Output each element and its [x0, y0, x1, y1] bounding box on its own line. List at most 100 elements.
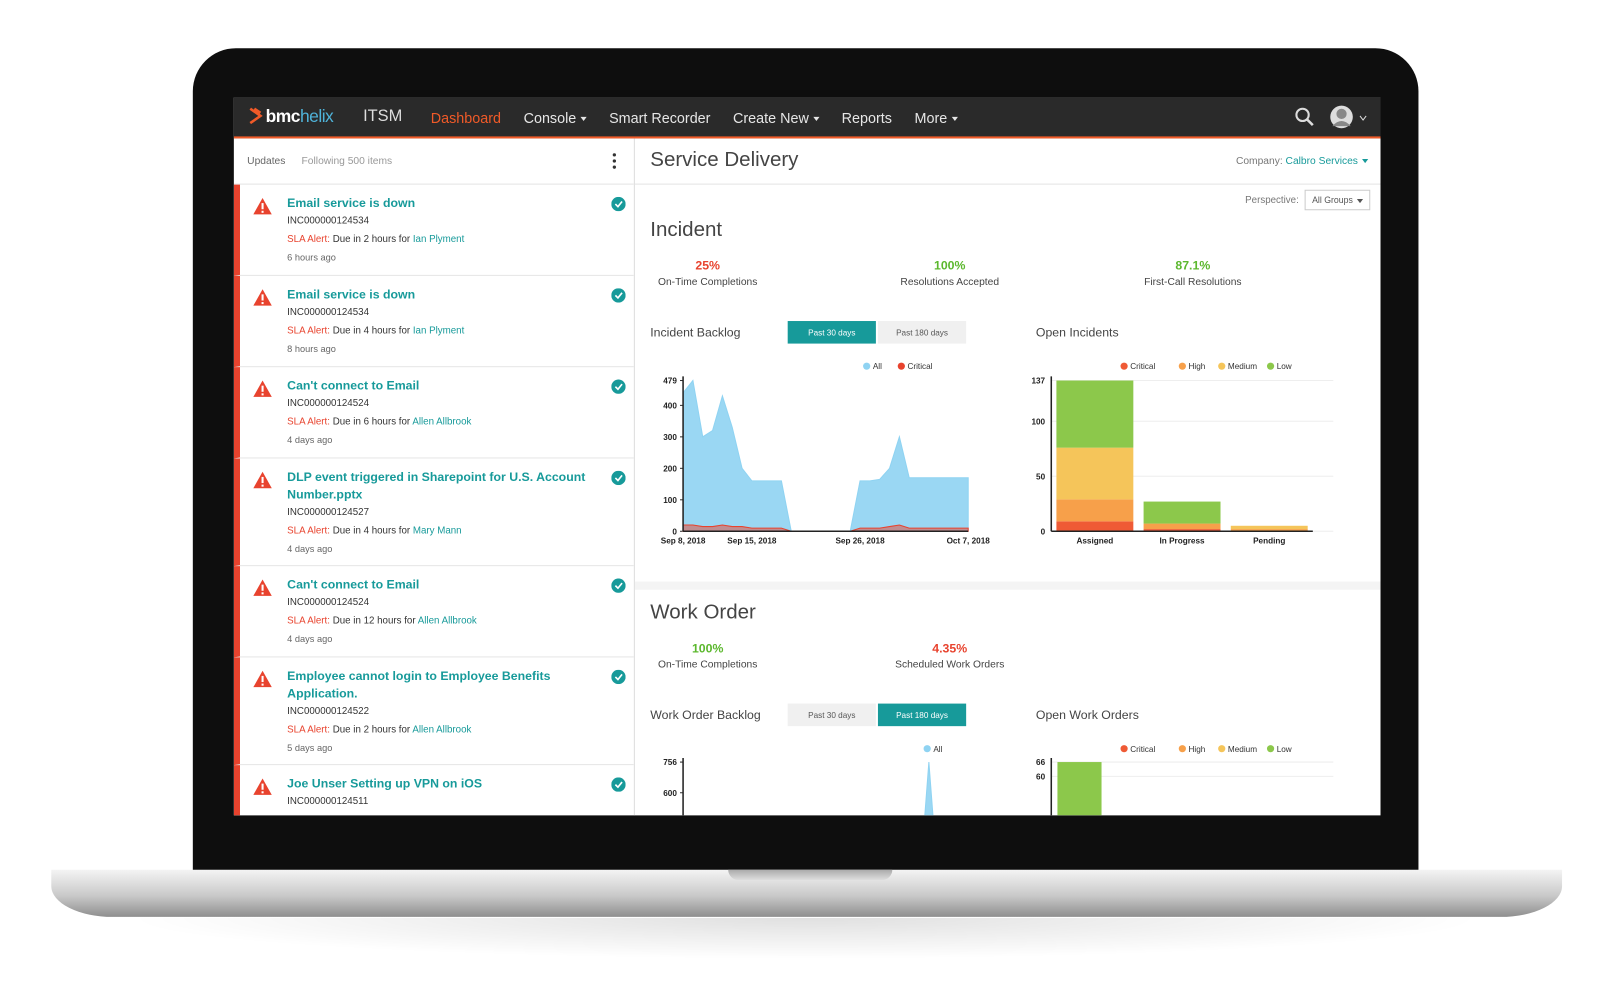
- update-item[interactable]: Email service is down INC000000124534 SLA …: [233, 184, 634, 276]
- x-tick-label: Sep 8, 2018: [661, 537, 706, 546]
- update-item[interactable]: Email service is down INC000000124534 SLA …: [233, 275, 634, 368]
- bar-segment: [1056, 499, 1134, 522]
- company-label: Company:: [1235, 155, 1283, 168]
- updates-subtitle: Following 500 items: [301, 155, 393, 168]
- user-avatar[interactable]: [1329, 104, 1370, 131]
- assignee[interactable]: Mary Mann: [412, 525, 462, 537]
- section-separator: [634, 581, 1381, 590]
- assignee[interactable]: Ian Plyment: [412, 233, 465, 246]
- update-item[interactable]: Can't connect to Email INC000000124524 SLA…: [233, 566, 634, 658]
- nav-item[interactable]: More: [915, 110, 958, 126]
- legend-label: All: [933, 745, 942, 754]
- update-item[interactable]: DLP event triggered in Sharepoint for U.…: [233, 458, 634, 567]
- x-tick-label: In Progress: [1160, 537, 1205, 546]
- legend-label: All: [873, 362, 882, 371]
- warning-icon: [252, 578, 273, 602]
- status-icon: [611, 578, 626, 597]
- area-series: [682, 379, 969, 532]
- nav-item[interactable]: Create New: [733, 109, 820, 127]
- nav-item[interactable]: Reports: [842, 110, 892, 126]
- update-item[interactable]: Employee cannot login to Employee Benefi…: [233, 657, 634, 766]
- range-button-label: Past 30 days: [808, 711, 855, 720]
- company-selector[interactable]: Company: Calbro Services: [1235, 155, 1369, 168]
- update-title[interactable]: Can't connect to Email: [287, 378, 420, 393]
- sla-alert: SLA Alert:: [287, 525, 330, 537]
- kpi: 100% Resolutions Accepted: [868, 258, 1032, 288]
- update-title[interactable]: Can't connect to Email: [287, 577, 420, 592]
- range-button-bg: [877, 321, 967, 344]
- warning-icon: [252, 197, 273, 221]
- nav-label: Dashboard: [430, 109, 502, 127]
- kpi-value: 87.1%: [1175, 258, 1211, 273]
- perspective-label: Perspective:: [1245, 194, 1299, 206]
- updates-title: Updates: [247, 155, 286, 168]
- update-time: 6 hours ago: [287, 252, 336, 263]
- sla-line: SLA Alert: Due in 6 hours for Allen Allb…: [287, 413, 603, 431]
- sla-line: SLA Alert: Due in 12 hours for Allen All…: [287, 612, 603, 630]
- sla-due: Due in 12 hours for: [332, 615, 416, 627]
- update-time: 8 hours ago: [287, 343, 336, 354]
- perspective-dropdown[interactable]: All Groups: [1304, 189, 1371, 211]
- status-icon: [611, 777, 626, 796]
- kpi-label: First-Call Resolutions: [1144, 276, 1242, 289]
- legend-label: Low: [1277, 745, 1292, 754]
- nav-item[interactable]: Console: [524, 110, 587, 126]
- update-title[interactable]: Joe Unser Setting up VPN on iOS: [287, 776, 483, 791]
- x-tick-label: Assigned: [1076, 537, 1113, 546]
- range-button[interactable]: Past 30 days: [787, 703, 876, 727]
- kpi-value: 100%: [933, 258, 966, 273]
- nav-bar: bmchelix ITSM Dashboard Console Smart Reco…: [233, 97, 1381, 139]
- update-title[interactable]: Email service is down: [287, 287, 416, 302]
- assignee[interactable]: Ian Plyment: [412, 325, 465, 337]
- range-button[interactable]: Past 180 days: [877, 321, 967, 344]
- incident-id: INC000000124511: [287, 795, 369, 808]
- y-tick-label: 200: [663, 464, 677, 473]
- y-tick-label: 100: [663, 496, 677, 505]
- sla-alert: SLA Alert:: [287, 233, 330, 246]
- divider: [634, 183, 1381, 185]
- kpi-label: Resolutions Accepted: [900, 276, 1000, 289]
- updates-header: Updates Following 500 items: [233, 138, 634, 185]
- update-time: 4 days ago: [287, 633, 333, 645]
- range-button[interactable]: Past 30 days: [787, 321, 876, 344]
- nav-item[interactable]: Dashboard: [431, 110, 501, 126]
- y-tick-label: 0: [672, 527, 677, 536]
- sla-due: Due in 4 hours for: [332, 325, 411, 337]
- assignee[interactable]: Allen Allbrook: [412, 416, 472, 428]
- legend-label: Critical: [907, 362, 932, 371]
- update-item[interactable]: Joe Unser Setting up VPN on iOS INC000000…: [233, 765, 634, 816]
- x-tick-label: Oct 7, 2018: [947, 537, 991, 546]
- sla-due: Due in 2 hours for: [332, 233, 411, 246]
- legend-swatch: [1120, 362, 1128, 370]
- sla-due: Due in 4 hours for: [332, 525, 411, 537]
- update-item[interactable]: Can't connect to Email INC000000124524 SLA…: [233, 367, 634, 459]
- bar-segment: [1057, 762, 1102, 816]
- status-icon: [611, 379, 626, 398]
- assignee[interactable]: Allen Allbrook: [417, 615, 477, 627]
- update-title[interactable]: DLP event triggered in Sharepoint for U.…: [287, 469, 586, 502]
- update-title[interactable]: Employee cannot login to Employee Benefi…: [287, 668, 551, 701]
- brand[interactable]: bmchelix: [248, 107, 334, 128]
- update-time: 4 days ago: [287, 434, 333, 446]
- main-title: Service Delivery: [650, 148, 799, 172]
- y-tick-label: 756: [663, 758, 677, 767]
- nav-label: Console: [523, 109, 577, 127]
- kpi-value: 4.35%: [932, 641, 968, 656]
- more-menu-icon[interactable]: [611, 153, 617, 169]
- incident-id: INC000000124527: [287, 506, 369, 518]
- assignee[interactable]: Allen Allbrook: [412, 724, 472, 736]
- legend-swatch: [1178, 745, 1186, 753]
- nav-label: Create New: [733, 109, 809, 127]
- nav-item[interactable]: Smart Recorder: [609, 110, 710, 126]
- update-title[interactable]: Email service is down: [287, 195, 416, 211]
- warning-icon: [252, 288, 273, 312]
- y-tick-label: 60: [1036, 772, 1046, 781]
- legend-swatch: [1120, 745, 1128, 753]
- status-icon: [611, 669, 626, 689]
- perspective-selector: Perspective: All Groups: [1245, 189, 1371, 211]
- sla-line: SLA Alert: Due in 2 hours for Allen Allb…: [287, 721, 603, 739]
- range-button[interactable]: Past 180 days: [877, 703, 967, 727]
- sla-alert: SLA Alert:: [287, 416, 330, 428]
- search-icon[interactable]: [1294, 107, 1315, 128]
- legend-label: High: [1189, 745, 1206, 754]
